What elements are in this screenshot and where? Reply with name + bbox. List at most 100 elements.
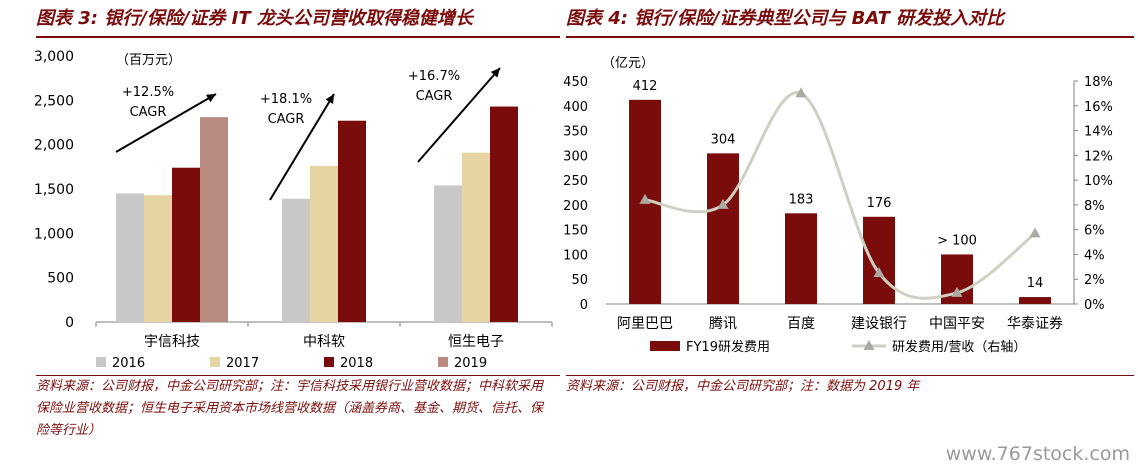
left-legend-swatch-2017: [210, 357, 220, 367]
right-x-category-label: 华泰证券: [1007, 316, 1063, 332]
left-y-tick-label: 0: [65, 315, 74, 331]
left-y-tick-label: 500: [47, 271, 74, 287]
left-source-rule: [36, 375, 560, 376]
left-title-rule: [36, 36, 560, 38]
watermark: www.767stock.com: [945, 443, 1130, 465]
right-bar-4: [863, 216, 895, 304]
right-rd-chart: （亿元） 0 50 100 150 200 250 300 350 400 450 0% 2% 4% 6% 8…: [563, 56, 1113, 355]
right-line-marker-5: [951, 286, 963, 297]
left-source-note: 资料来源：公司财报，中金公司研究部；注：宇信科技采用银行业营收数据；中科软采用保…: [36, 379, 544, 438]
right-y-right-tick-label: 6%: [1084, 224, 1105, 239]
right-y-right-tick-label: 4%: [1084, 248, 1105, 263]
right-bar-6: [1019, 297, 1051, 304]
left-y-tick-label: 1,500: [34, 182, 74, 198]
left-cagr-annotation: CAGR: [130, 105, 167, 120]
right-y-left-tick-label: 300: [563, 149, 588, 164]
right-y-right-tick-label: 16%: [1084, 100, 1113, 115]
left-bar-1-2016: [116, 193, 144, 322]
left-legend-swatch-2016: [96, 357, 106, 367]
right-rd-ratio-line: [644, 91, 1036, 300]
right-bar-value-label: 304: [711, 132, 736, 147]
left-figure-title: 图表 3: 银行/保险/证券 IT 龙头公司营收取得稳健增长: [36, 8, 473, 29]
right-y-left-tick-label: 200: [563, 199, 588, 214]
left-cagr-annotation: +12.5%: [122, 85, 174, 100]
right-legend-label-line: 研发费用/营收（右轴）: [892, 339, 1026, 355]
right-bar-2: [707, 153, 739, 304]
left-legend-swatch-2018: [324, 357, 334, 367]
right-x-category-label: 建设银行: [851, 316, 907, 332]
left-legend-label-2018: 2018: [340, 356, 373, 371]
right-line-marker-4: [873, 267, 885, 278]
right-y-left-tick-label: 0: [580, 298, 588, 313]
right-bar-value-label: 412: [633, 79, 658, 94]
right-y-right-tick-label: 0%: [1084, 298, 1105, 313]
left-bar-2-2018: [338, 120, 366, 322]
left-cagr-annotation: CAGR: [268, 112, 305, 127]
right-figure: 图表 4: 银行/保险/证券典型公司与 BAT 研发投入对比 （亿元） 0 50 10…: [563, 0, 1138, 471]
right-y-right-tick-label: 2%: [1084, 273, 1105, 288]
left-bar-1-2018: [172, 167, 200, 322]
right-legend-label-bar: FY19研发费用: [686, 339, 770, 355]
right-bar-value-label: 183: [789, 192, 814, 207]
left-legend-label-2019: 2019: [454, 356, 487, 371]
left-legend-swatch-2019: [438, 357, 448, 367]
left-trend-arrow: [417, 67, 501, 163]
right-y-left-tick-label: 400: [563, 100, 588, 115]
left-cagr-annotation: +16.7%: [408, 69, 460, 84]
left-legend-label-2017: 2017: [226, 356, 259, 371]
left-x-category-label: 恒生电子: [448, 334, 504, 350]
right-bar-3: [785, 213, 817, 304]
left-legend-label-2016: 2016: [112, 356, 145, 371]
left-y-tick-label: 2,000: [34, 138, 74, 154]
right-bar-value-label: 176: [867, 196, 892, 211]
left-cagr-annotation: +18.1%: [260, 92, 312, 107]
right-legend-marker-line: [863, 340, 875, 350]
left-bar-3-2016: [434, 185, 462, 322]
left-trend-arrowhead: [206, 94, 216, 103]
right-y-left-tick-label: 50: [571, 273, 588, 288]
left-revenue-chart: （百万元） 0 500 1,000 1,500 2,000 2,500 3,000 宇信科技 +1…: [34, 49, 553, 371]
right-y-left-tick-label: 350: [563, 125, 588, 140]
left-unit-label: （百万元）: [116, 53, 181, 68]
left-y-tick-label: 3,000: [34, 49, 74, 65]
right-y-left-tick-label: 150: [563, 224, 588, 239]
left-trend-arrowhead: [490, 68, 500, 78]
left-trend-arrow: [269, 93, 335, 201]
right-y-right-tick-label: 18%: [1084, 75, 1113, 90]
right-line-marker-2: [717, 198, 729, 209]
right-x-category-label: 阿里巴巴: [617, 316, 673, 332]
right-y-left-tick-label: 450: [563, 75, 588, 90]
left-trend-arrowhead: [325, 94, 334, 104]
right-title-rule: [566, 36, 1134, 38]
right-y-right-tick-label: 14%: [1084, 125, 1113, 140]
right-x-category-label: 中国平安: [929, 316, 985, 332]
left-bar-2-2017: [310, 165, 338, 322]
right-source-rule: [566, 375, 1134, 376]
right-bar-value-label: 14: [1027, 276, 1044, 291]
left-bar-2-2016: [282, 198, 310, 322]
right-bar-value-label: > 100: [937, 233, 977, 248]
left-bar-3-2017: [462, 152, 490, 322]
right-y-right-tick-label: 10%: [1084, 174, 1113, 189]
left-y-tick-label: 2,500: [34, 93, 74, 109]
right-y-right-tick-label: 8%: [1084, 199, 1105, 214]
left-cagr-annotation: CAGR: [416, 89, 453, 104]
right-line-marker-1: [639, 193, 651, 204]
left-y-tick-label: 1,000: [34, 226, 74, 242]
right-line-marker-6: [1029, 227, 1041, 238]
left-bar-1-2017: [144, 195, 172, 322]
right-y-right-tick-label: 12%: [1084, 149, 1113, 164]
right-unit-label: （亿元）: [602, 56, 654, 71]
left-x-category-label: 中科软: [303, 334, 345, 350]
right-y-left-tick-label: 100: [563, 248, 588, 263]
right-figure-title: 图表 4: 银行/保险/证券典型公司与 BAT 研发投入对比: [566, 8, 1005, 29]
right-line-marker-3: [795, 87, 807, 98]
left-x-category-label: 宇信科技: [144, 334, 200, 350]
right-legend-swatch-bar: [650, 341, 680, 351]
right-x-category-label: 百度: [787, 316, 815, 332]
right-x-category-label: 腾讯: [709, 315, 737, 332]
right-y-left-tick-label: 250: [563, 174, 588, 189]
left-trend-arrow: [115, 93, 217, 153]
right-source-note: 资料来源：公司财报，中金公司研究部；注：数据为 2019 年: [566, 379, 920, 394]
left-bar-1-2019: [200, 117, 228, 323]
